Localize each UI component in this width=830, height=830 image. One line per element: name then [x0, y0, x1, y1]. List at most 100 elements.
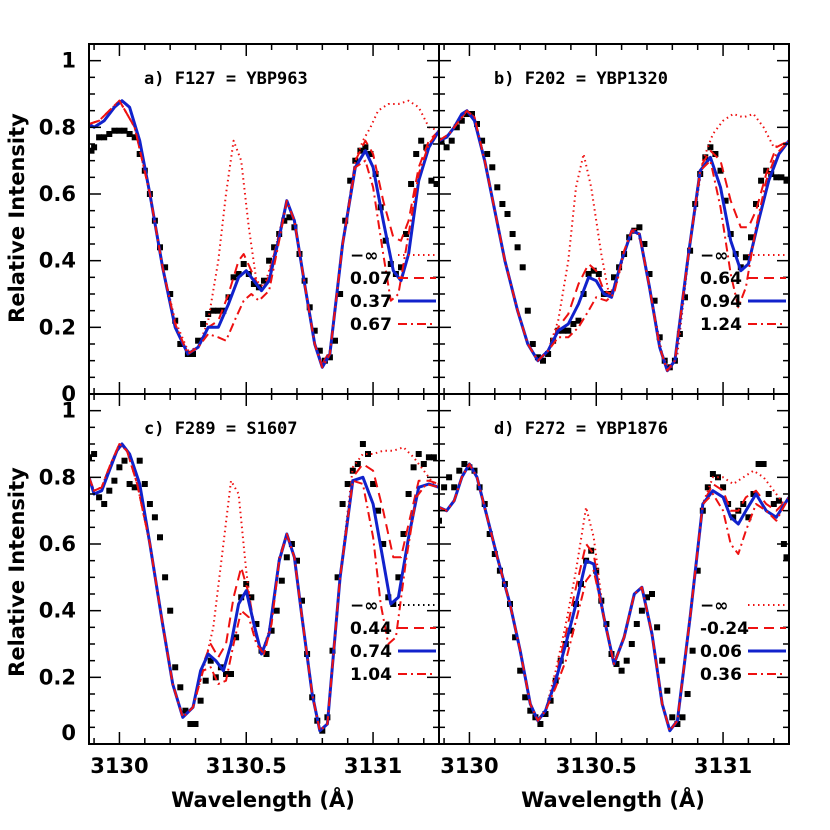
observed-point — [770, 501, 777, 507]
observed-point — [654, 624, 661, 631]
observed-point — [326, 354, 333, 361]
observed-point — [775, 497, 782, 504]
observed-point — [618, 667, 625, 674]
observed-point — [215, 307, 222, 314]
legend-label: −∞ — [350, 596, 378, 616]
observed-point — [453, 124, 460, 131]
observed-point — [456, 467, 463, 474]
observed-point — [565, 327, 572, 334]
y-tick-label: 0.2 — [39, 315, 76, 339]
observed-point — [106, 131, 113, 137]
x-tick-label: 3131 — [694, 754, 752, 778]
observed-point — [428, 177, 435, 184]
panel-c: 3130 3130.5 3131 0.2 0.4 0.6 0.8 1 0 c) F289 = S1… — [39, 393, 440, 778]
observed-point — [651, 297, 658, 304]
observed-point — [517, 667, 524, 674]
observed-point — [131, 134, 138, 141]
observed-point — [337, 291, 344, 297]
observed-point — [783, 177, 789, 184]
panel-frame — [88, 393, 440, 745]
observed-point — [547, 697, 554, 704]
observed-point — [758, 177, 765, 184]
observed-point — [522, 694, 529, 701]
observed-point — [162, 574, 169, 581]
observed-point — [504, 211, 511, 217]
legend-label: −∞ — [700, 246, 728, 266]
y-tick-label: 0.8 — [39, 115, 76, 139]
observed-point — [382, 237, 389, 244]
observed-point — [121, 127, 128, 134]
observed-point — [425, 454, 432, 461]
observed-point — [299, 597, 305, 604]
observed-point — [266, 257, 273, 264]
legend-label: -0.24 — [700, 619, 749, 639]
observed-point — [722, 197, 729, 204]
observed-point — [529, 341, 536, 347]
legend-label: 0.37 — [350, 292, 392, 312]
observed-point — [121, 457, 128, 464]
observed-point — [704, 484, 711, 491]
observed-point — [172, 664, 179, 671]
observed-point — [439, 517, 442, 524]
observed-point — [489, 164, 496, 171]
observed-point — [659, 657, 666, 664]
y-tick-label: 0.6 — [39, 182, 76, 206]
observed-point — [261, 277, 267, 284]
observed-point — [534, 354, 541, 361]
observed-point — [567, 627, 574, 634]
observed-point — [641, 241, 648, 247]
observed-point — [410, 464, 417, 471]
legend-label: 0.74 — [350, 642, 392, 662]
panel-b: b) F202 = YBP1320 −∞ 0.64 0.94 1.24 — [438, 43, 790, 395]
observed-point — [365, 451, 371, 457]
observed-point — [408, 181, 415, 187]
observed-point — [91, 144, 98, 151]
observed-point — [669, 714, 676, 721]
observed-point — [268, 627, 275, 634]
observed-point — [469, 111, 475, 117]
observed-point — [595, 271, 602, 277]
observed-point — [319, 727, 326, 734]
observed-point — [590, 267, 597, 274]
observed-point — [177, 684, 184, 691]
observed-point — [649, 591, 655, 597]
observed-point — [400, 531, 407, 537]
observed-point — [294, 557, 300, 564]
y-tick-label: 0.8 — [39, 465, 76, 489]
model-dotted-line — [439, 463, 789, 732]
model-solid-line — [439, 462, 789, 733]
observed-point — [334, 574, 341, 581]
observed-point — [405, 491, 412, 497]
observed-point — [167, 291, 174, 297]
observed-point — [136, 151, 143, 157]
observed-point — [748, 234, 754, 241]
observed-point — [344, 481, 351, 487]
observed-point — [111, 477, 118, 484]
observed-point — [89, 147, 95, 154]
y-tick-label: 0.6 — [39, 532, 76, 556]
observed-point — [89, 454, 92, 461]
observed-point — [210, 307, 217, 314]
observed-point — [415, 451, 422, 457]
observed-point — [542, 711, 549, 717]
observed-point — [271, 244, 278, 251]
observed-point — [740, 501, 747, 507]
observed-point — [585, 271, 592, 277]
observed-point — [311, 327, 318, 334]
observed-point — [197, 697, 204, 704]
observed-point — [463, 111, 470, 117]
observed-point — [778, 174, 785, 181]
observed-point — [745, 514, 752, 521]
x-tick-label: 3131 — [344, 754, 402, 778]
observed-point — [136, 457, 143, 464]
observed-point — [443, 144, 450, 151]
observed-point — [126, 131, 133, 137]
observed-point — [765, 491, 772, 497]
panel-title: b) F202 = YBP1320 — [494, 69, 668, 89]
legend-label: 0.94 — [700, 292, 742, 312]
observed-point — [187, 721, 194, 727]
model-dashed-line — [439, 463, 789, 732]
panel-frame — [88, 43, 440, 395]
observed-point — [611, 274, 617, 281]
observed-point — [755, 461, 762, 467]
